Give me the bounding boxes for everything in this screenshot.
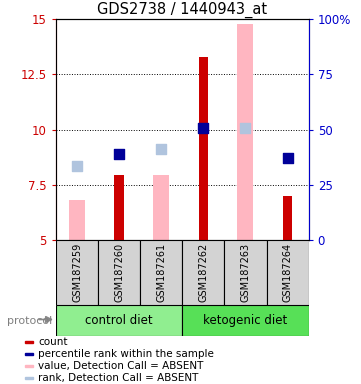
Text: percentile rank within the sample: percentile rank within the sample — [38, 349, 214, 359]
Bar — [199, 57, 208, 240]
Text: GSM187263: GSM187263 — [240, 243, 251, 302]
Bar — [56, 240, 98, 305]
Text: ketogenic diet: ketogenic diet — [203, 314, 288, 327]
Point — [243, 126, 248, 132]
Point — [285, 155, 291, 161]
Bar — [140, 240, 182, 305]
Bar — [25, 377, 33, 379]
Text: control diet: control diet — [85, 314, 153, 327]
Bar — [283, 196, 292, 240]
Text: protocol: protocol — [7, 316, 52, 326]
Point — [74, 163, 80, 169]
Text: rank, Detection Call = ABSENT: rank, Detection Call = ABSENT — [38, 373, 199, 383]
Bar — [25, 341, 33, 343]
Text: GSM187262: GSM187262 — [198, 243, 208, 302]
Text: value, Detection Call = ABSENT: value, Detection Call = ABSENT — [38, 361, 203, 371]
Bar — [266, 240, 309, 305]
Bar — [225, 240, 266, 305]
Point — [200, 126, 206, 132]
Text: GSM187264: GSM187264 — [283, 243, 293, 302]
Point — [116, 151, 122, 157]
Text: GSM187259: GSM187259 — [72, 243, 82, 302]
Bar — [56, 305, 182, 336]
Bar — [25, 353, 33, 355]
Bar — [114, 175, 124, 240]
Bar — [182, 305, 309, 336]
Bar — [25, 365, 33, 367]
Bar — [153, 175, 169, 240]
Bar — [98, 240, 140, 305]
Title: GDS2738 / 1440943_at: GDS2738 / 1440943_at — [97, 2, 268, 18]
Text: GSM187261: GSM187261 — [156, 243, 166, 302]
Point — [158, 146, 164, 152]
Text: GSM187260: GSM187260 — [114, 243, 124, 302]
Bar — [182, 240, 225, 305]
Bar — [69, 200, 85, 240]
Bar — [238, 24, 253, 240]
Text: count: count — [38, 337, 68, 347]
